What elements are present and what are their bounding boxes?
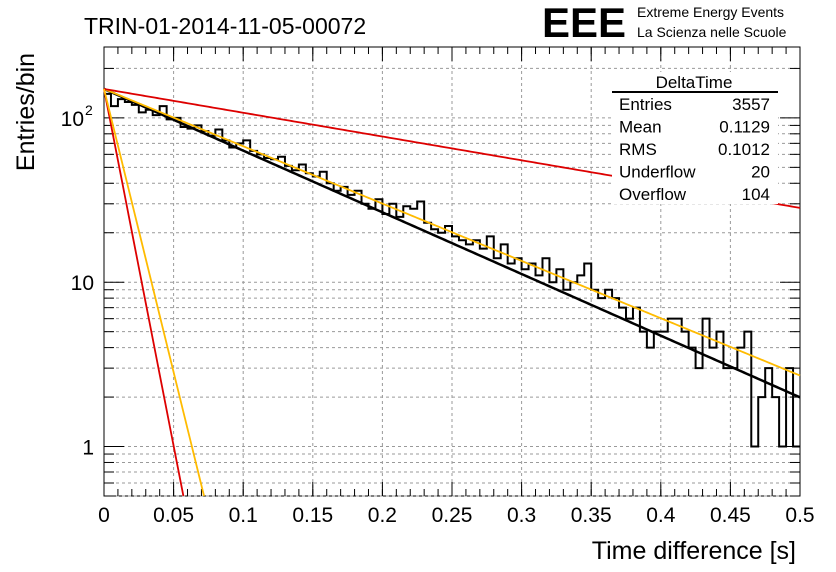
logo-line-1: Extreme Energy Events: [637, 4, 784, 20]
stats-box-bg: [612, 72, 778, 204]
y-tick-label: 10: [61, 108, 84, 131]
stats-row-label: Underflow: [619, 163, 696, 182]
x-tick-label: 0.25: [432, 504, 473, 527]
stats-row-label: Overflow: [619, 185, 687, 204]
chart-title: TRIN-01-2014-11-05-00072: [84, 13, 366, 39]
stats-row-label: RMS: [619, 140, 657, 159]
y-tick-label: 10: [71, 272, 94, 295]
fit-curve: [103, 87, 801, 399]
fit-curve: [103, 88, 801, 377]
stats-row-value: 0.1129: [719, 118, 770, 137]
stats-row-value: 3557: [732, 95, 770, 114]
y-axis-label: Entries/bin: [12, 53, 40, 171]
eee-logo: EEE Extreme Energy Events La Scienza nel…: [542, 0, 787, 46]
stats-row-label: Entries: [619, 95, 672, 114]
y-tick-exponent: 2: [85, 102, 93, 118]
x-tick-label: 0.45: [710, 504, 751, 527]
x-tick-label: 0: [98, 504, 110, 527]
x-tick-labels: 0 0.05 0.1 0.15 0.2 0.25 0.3 0.35 0.4 0.45 0.5: [98, 504, 814, 527]
x-tick-label: 0.1: [229, 504, 258, 527]
stats-box: DeltaTime Entries 3557 Mean 0.1129 RMS 0.1012…: [612, 72, 778, 204]
x-tick-label: 0.2: [368, 504, 397, 527]
x-tick-label: 0.5: [785, 504, 814, 527]
x-axis-label: Time difference [s]: [592, 537, 796, 565]
histogram: [104, 92, 800, 448]
x-tick-label: 0.4: [646, 504, 676, 527]
fit-curves: [103, 87, 801, 497]
stats-title: DeltaTime: [656, 73, 733, 92]
minor-ticks: [103, 47, 801, 497]
fit-curve: [103, 88, 205, 497]
x-tick-label: 0.3: [507, 504, 536, 527]
y-tick-label: 1: [82, 437, 94, 460]
stats-row-value: 104: [742, 185, 770, 204]
histogram-step: [104, 92, 800, 448]
logo-line-2: La Scienza nelle Scuole: [637, 24, 787, 40]
stats-row-value: 0.1012: [718, 140, 770, 159]
x-tick-label: 0.05: [153, 504, 194, 527]
fit-curve: [103, 88, 185, 497]
logo-mark: EEE: [542, 0, 626, 46]
stats-row-value: 20: [751, 163, 770, 182]
stats-rows: Entries 3557 Mean 0.1129 RMS 0.1012 Underflow 2…: [619, 95, 770, 204]
x-tick-label: 0.15: [292, 504, 333, 527]
x-tick-label: 0.35: [571, 504, 612, 527]
grid: [104, 47, 800, 497]
stats-row-label: Mean: [619, 118, 662, 137]
